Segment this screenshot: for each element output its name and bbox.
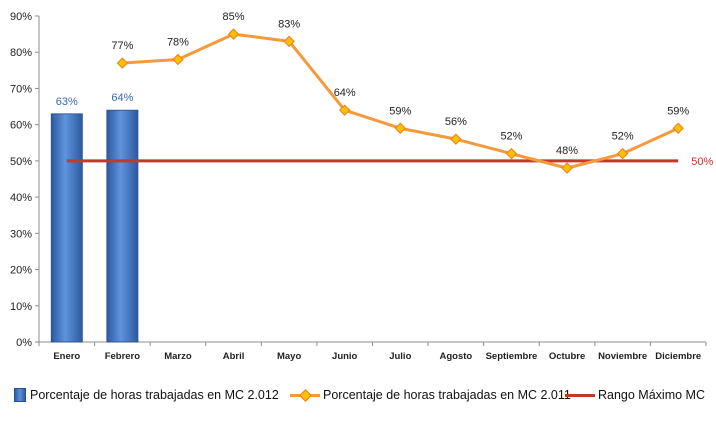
point-marker-2011	[116, 57, 129, 69]
x-tick-label: Febrero	[105, 351, 141, 362]
y-tick-label: 80%	[10, 47, 32, 59]
line-data-label-2011: 52%	[500, 131, 522, 143]
y-tick-label: 10%	[10, 301, 32, 313]
x-tick-label: Mayo	[277, 351, 301, 362]
plot-area: 0% 10% 20% 30% 40% 50% 60% 70% 80% 90% Enero Febrer…	[10, 11, 713, 362]
legend-bar-swatch	[14, 388, 26, 402]
bar-data-label: 63%	[56, 96, 78, 108]
y-tick-label: 70%	[10, 83, 32, 95]
bar	[106, 109, 139, 343]
y-tick-label: 0%	[16, 337, 32, 349]
legend: Porcentaje de horas trabajadas en MC 2.0…	[0, 384, 716, 406]
point-marker-2011	[283, 35, 295, 48]
x-tick-label: Julio	[389, 351, 411, 362]
point-marker-2011	[505, 147, 518, 160]
x-tick-label: Diciembre	[655, 351, 701, 362]
line-data-label-2011: 64%	[334, 87, 356, 99]
point-marker-2011	[561, 162, 573, 174]
legend-label-rango: Rango Máximo MC	[598, 388, 705, 402]
line-data-label-2011: 52%	[612, 131, 634, 143]
line-data-label-2011: 77%	[111, 40, 133, 52]
x-tick-label: Junio	[332, 351, 358, 362]
series-line-2011	[122, 32, 679, 170]
y-tick-label: 30%	[10, 228, 32, 240]
point-marker-2011	[394, 122, 406, 134]
x-tick-label: Noviembre	[598, 351, 647, 362]
legend-line-swatch-2011	[290, 389, 320, 402]
x-tick-label: Septiembre	[486, 351, 538, 362]
x-tick-label: Enero	[53, 351, 80, 362]
x-tick-label: Marzo	[164, 351, 192, 362]
point-marker-2011	[450, 133, 462, 145]
point-marker-2011	[227, 28, 240, 40]
x-tick-label: Octubre	[549, 351, 585, 362]
line-data-label-2011: 59%	[389, 105, 411, 117]
x-tick-label: Agosto	[440, 351, 473, 362]
legend-item-rango: Rango Máximo MC	[565, 384, 705, 406]
line-data-label-2011: 48%	[556, 145, 578, 157]
point-marker-2011	[172, 53, 184, 66]
y-tick-label: 60%	[10, 120, 32, 132]
line-data-label-2011: 85%	[223, 11, 245, 23]
line-data-label-2011: 59%	[667, 105, 689, 117]
legend-item-2011: Porcentaje de horas trabajadas en MC 2.0…	[290, 384, 571, 406]
legend-label-2011: Porcentaje de horas trabajadas en MC 2.0…	[323, 388, 571, 402]
point-marker-2011	[339, 104, 351, 116]
y-tick-label: 20%	[10, 265, 32, 277]
legend-item-2012: Porcentaje de horas trabajadas en MC 2.0…	[14, 384, 279, 406]
y-tick-label: 50%	[10, 156, 32, 168]
line-data-label-2011: 56%	[445, 116, 467, 128]
legend-label-2012: Porcentaje de horas trabajadas en MC 2.0…	[30, 388, 279, 402]
line-data-label-2011: 83%	[278, 18, 300, 30]
point-marker-2011	[616, 147, 629, 160]
bar-data-label: 64%	[111, 92, 133, 104]
point-marker-2011	[672, 122, 684, 134]
line-data-label-2011: 78%	[167, 36, 189, 48]
y-tick-label: 40%	[10, 192, 32, 204]
x-tick-label: Abril	[223, 351, 245, 362]
bar	[50, 113, 83, 343]
rango-end-label: 50%	[691, 156, 713, 168]
y-tick-label: 90%	[10, 11, 32, 23]
legend-line-swatch-rango	[565, 389, 595, 401]
